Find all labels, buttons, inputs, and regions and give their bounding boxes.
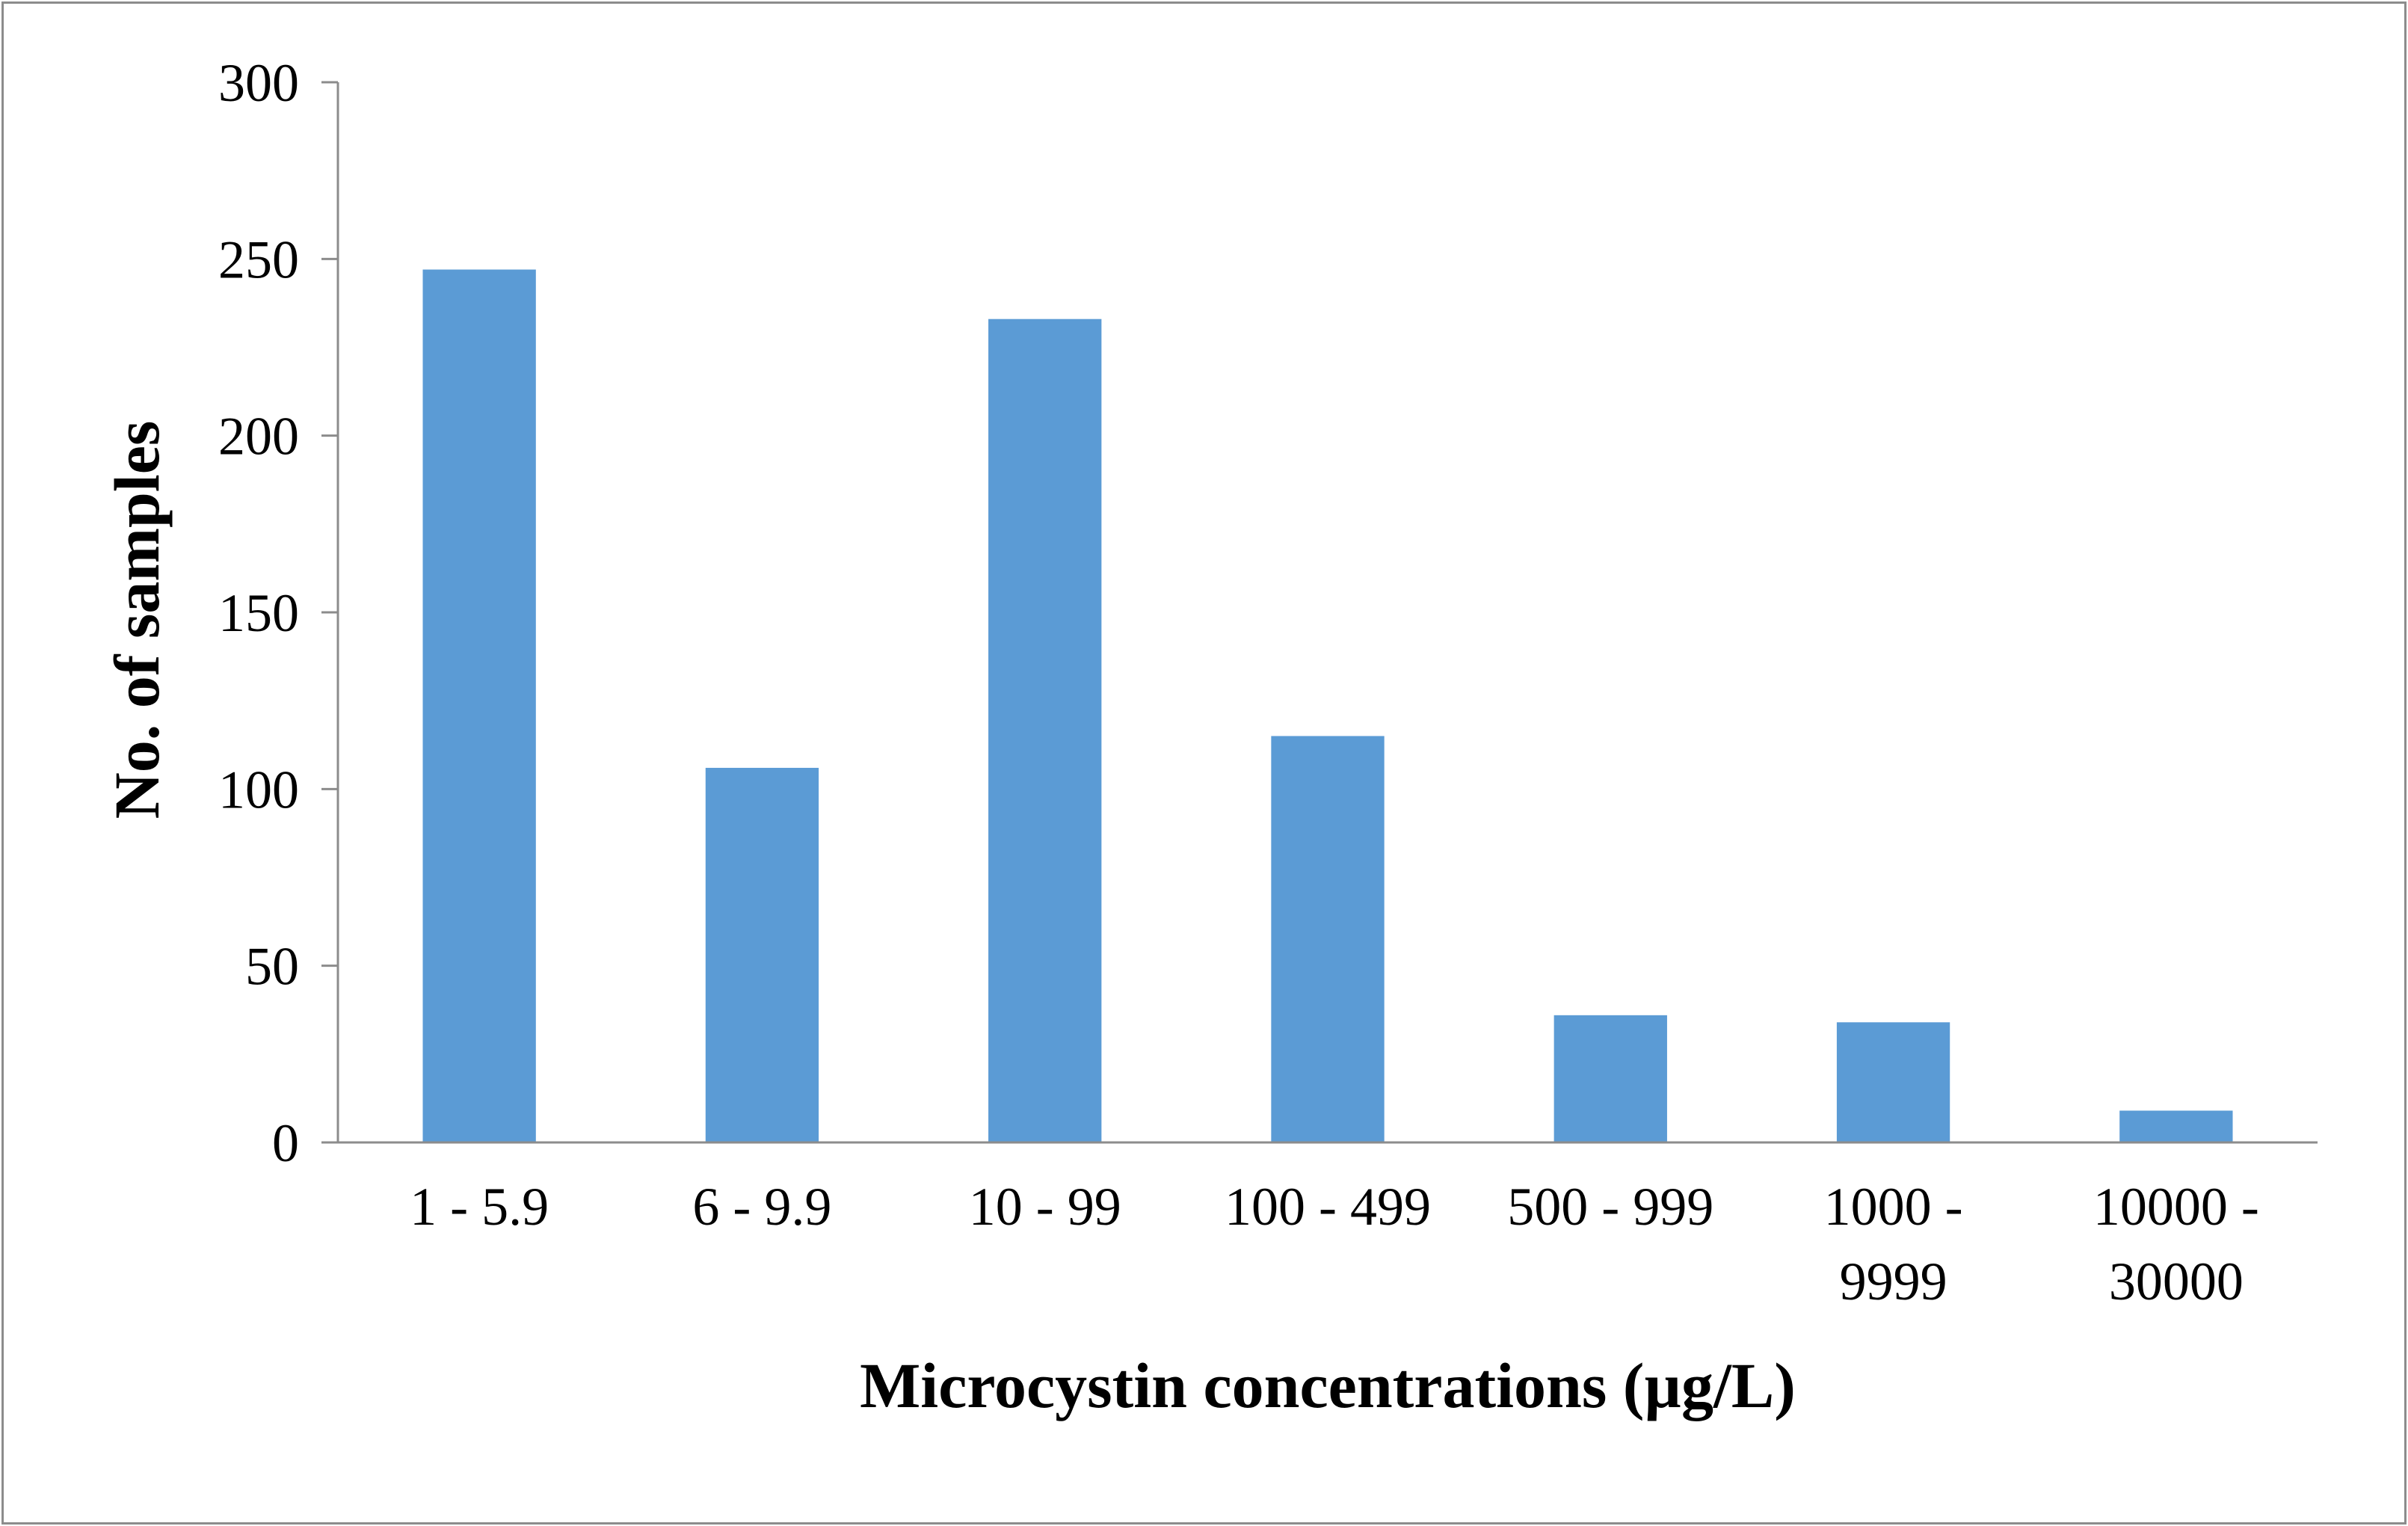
x-tick-label: 6 - 9.9 <box>692 1177 831 1237</box>
bar <box>705 767 819 1142</box>
x-tick-label: 1 - 5.9 <box>410 1177 549 1237</box>
y-tick-label: 0 <box>272 1113 299 1173</box>
y-axis-ticks: 0 50 100 150 200 250 300 <box>218 53 338 1173</box>
bar <box>422 269 536 1143</box>
x-axis-title: Microcystin concentrations (µg/L) <box>860 1350 1796 1421</box>
y-tick-label: 50 <box>245 937 299 997</box>
bar <box>2119 1110 2233 1142</box>
bars-group <box>422 269 2233 1143</box>
y-tick-label: 300 <box>218 53 299 113</box>
x-tick-label: 10000 -30000 <box>2093 1177 2259 1311</box>
x-tick-label: 10 - 99 <box>969 1177 1121 1237</box>
bar <box>988 319 1102 1143</box>
y-tick-label: 100 <box>218 760 299 819</box>
y-tick-label: 200 <box>218 407 299 467</box>
bar <box>1271 736 1385 1142</box>
y-tick-label: 150 <box>218 583 299 643</box>
bar <box>1836 1022 1950 1142</box>
x-tick-label: 100 - 499 <box>1225 1177 1431 1237</box>
x-axis-tick-labels: 1 - 5.9 6 - 9.9 10 - 99 100 - 499 500 - 999 1… <box>410 1177 2259 1311</box>
bar <box>1554 1015 1667 1142</box>
x-tick-label: 1000 -9999 <box>1824 1177 1963 1311</box>
y-axis-title: No. of samples <box>101 421 173 819</box>
x-tick-label: 500 - 999 <box>1507 1177 1713 1237</box>
y-tick-label: 250 <box>218 230 299 289</box>
